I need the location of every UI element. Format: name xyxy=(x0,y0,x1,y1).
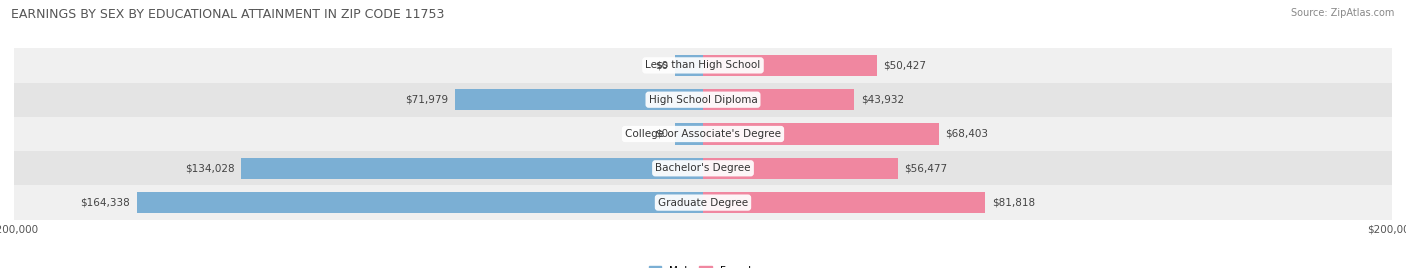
Bar xyxy=(703,123,939,145)
Text: $56,477: $56,477 xyxy=(904,163,948,173)
Bar xyxy=(675,123,703,145)
Text: Graduate Degree: Graduate Degree xyxy=(658,198,748,208)
Legend: Male, Female: Male, Female xyxy=(644,261,762,268)
Text: $81,818: $81,818 xyxy=(991,198,1035,208)
Text: $134,028: $134,028 xyxy=(184,163,235,173)
Bar xyxy=(703,89,855,110)
Text: $68,403: $68,403 xyxy=(945,129,988,139)
Bar xyxy=(14,83,1392,117)
Text: $71,979: $71,979 xyxy=(405,95,449,105)
Bar xyxy=(14,185,1392,220)
Bar xyxy=(703,158,897,179)
Bar xyxy=(703,55,877,76)
Bar xyxy=(14,151,1392,185)
Text: Source: ZipAtlas.com: Source: ZipAtlas.com xyxy=(1291,8,1395,18)
Bar xyxy=(14,117,1392,151)
Text: $43,932: $43,932 xyxy=(862,95,904,105)
Text: $0: $0 xyxy=(655,60,669,70)
Bar xyxy=(703,192,984,213)
Bar xyxy=(675,55,703,76)
Text: Less than High School: Less than High School xyxy=(645,60,761,70)
Bar xyxy=(456,89,703,110)
Text: Bachelor's Degree: Bachelor's Degree xyxy=(655,163,751,173)
Text: $0: $0 xyxy=(655,129,669,139)
Text: $164,338: $164,338 xyxy=(80,198,129,208)
Text: $50,427: $50,427 xyxy=(883,60,927,70)
Text: College or Associate's Degree: College or Associate's Degree xyxy=(626,129,780,139)
Bar xyxy=(136,192,703,213)
Bar xyxy=(242,158,703,179)
Text: EARNINGS BY SEX BY EDUCATIONAL ATTAINMENT IN ZIP CODE 11753: EARNINGS BY SEX BY EDUCATIONAL ATTAINMEN… xyxy=(11,8,444,21)
Text: High School Diploma: High School Diploma xyxy=(648,95,758,105)
Bar xyxy=(14,48,1392,83)
